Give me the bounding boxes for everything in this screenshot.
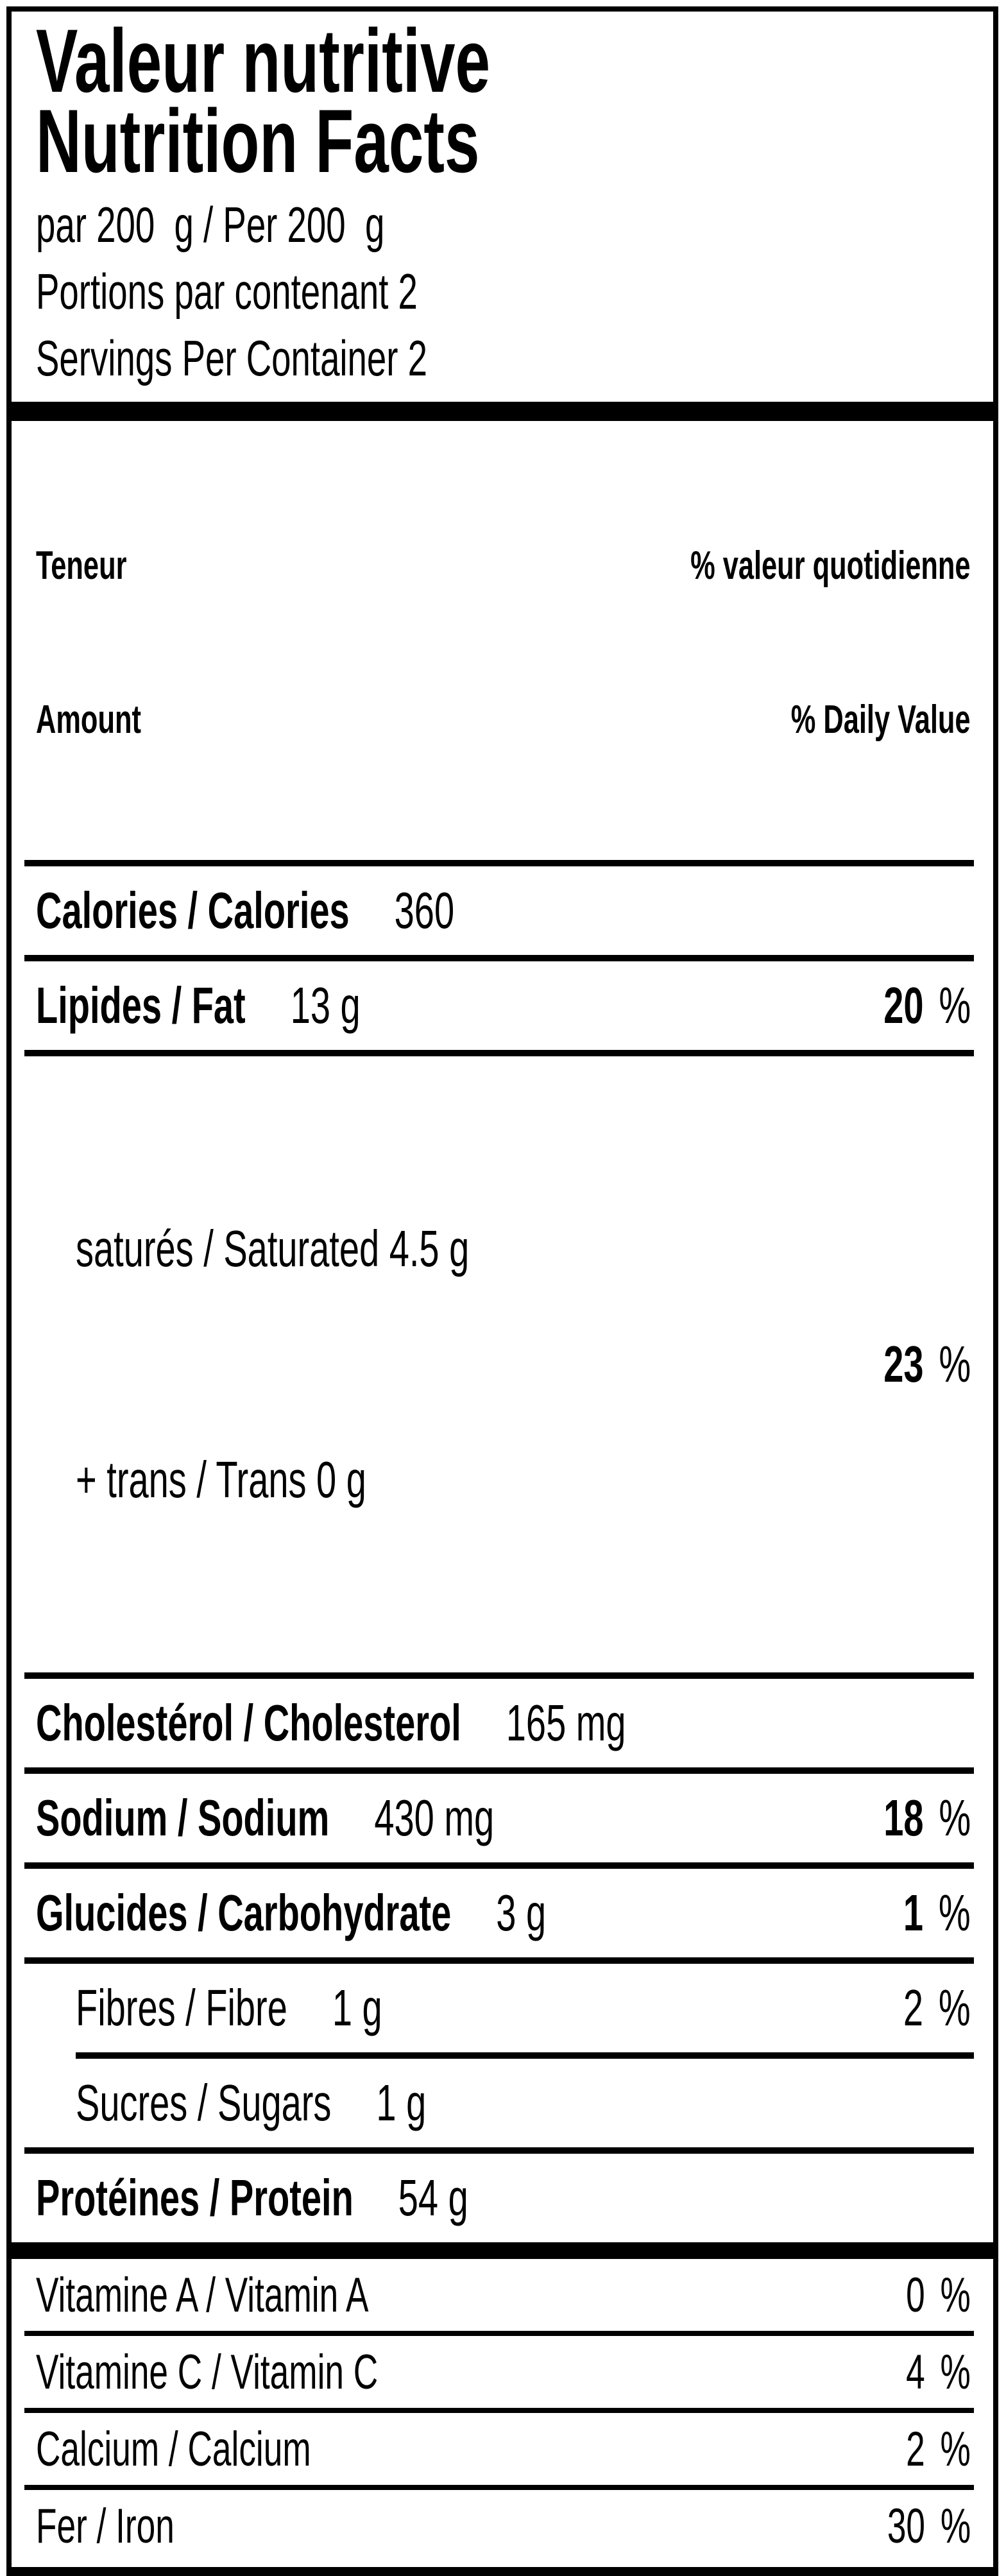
- protein-value: 54 g: [398, 2169, 468, 2226]
- calories-value: 360: [394, 882, 455, 939]
- row-sodium: Sodium / Sodium 430 mg 18%: [12, 1774, 993, 1862]
- separator: [24, 1862, 974, 1869]
- row-protein: Protéines / Protein 54 g: [12, 2154, 993, 2242]
- vitamin-a-label: Vitamine A / Vitamin A: [36, 2267, 369, 2323]
- percent-sign: %: [940, 2498, 971, 2554]
- separator-indented: [76, 2052, 974, 2059]
- sodium-label: Sodium / Sodium: [36, 1789, 330, 1846]
- sodium-daily-value: 18%: [883, 1789, 971, 1846]
- separator: [24, 1957, 974, 1964]
- trans-line: + trans / Trans 0 g: [76, 1451, 366, 1508]
- separator: [24, 955, 974, 961]
- percent-sign: %: [939, 977, 971, 1034]
- fibre-daily-value: 2%: [903, 1979, 971, 2036]
- title-en: Nutrition Facts: [36, 90, 480, 191]
- separator: [24, 1767, 974, 1774]
- row-sugars: Sucres / Sugars 1 g: [12, 2059, 993, 2147]
- title-fr: Valeur nutritive: [36, 10, 491, 111]
- separator: [24, 2147, 974, 2154]
- carbohydrate-daily-value: 1%: [903, 1884, 971, 1941]
- separator-thin: [24, 2408, 974, 2413]
- vitamin-c-daily-value: 4%: [906, 2344, 971, 2400]
- calories-label: Calories / Calories: [36, 882, 350, 939]
- satfat-daily-value: 23%: [883, 1335, 971, 1393]
- fibre-value: 1 g: [332, 1979, 382, 2036]
- vitamin-c-label: Vitamine C / Vitamin C: [36, 2344, 379, 2400]
- mid-thick-bar: [12, 2242, 993, 2259]
- daily-value-header: % valeur quotidienne % Daily Value: [691, 438, 971, 848]
- calcium-daily-value: 2%: [906, 2421, 971, 2477]
- row-calories: Calories / Calories 360: [12, 866, 993, 955]
- row-fat: Lipides / Fat 13 g 20%: [12, 961, 993, 1050]
- fat-label: Lipides / Fat: [36, 977, 246, 1034]
- calcium-label: Calcium / Calcium: [36, 2421, 311, 2477]
- fat-value: 13 g: [290, 977, 361, 1034]
- cholesterol-label: Cholestérol / Cholesterol: [36, 1694, 461, 1751]
- iron-label: Fer / Iron: [36, 2498, 175, 2554]
- row-calcium: Calcium / Calcium 2%: [12, 2413, 993, 2485]
- iron-daily-value: 30%: [887, 2498, 971, 2554]
- label-titles: Valeur nutritive Nutrition Facts: [12, 10, 993, 191]
- amount-header-fr: Teneur: [36, 544, 127, 588]
- sodium-value: 430 mg: [374, 1789, 495, 1846]
- separator: [24, 1050, 974, 1056]
- nutrition-label: Valeur nutritive Nutrition Facts par 200…: [6, 6, 998, 2576]
- vitamin-a-daily-value: 0%: [906, 2267, 971, 2323]
- sugars-label: Sucres / Sugars: [76, 2074, 332, 2131]
- amount-header-en: Amount: [36, 698, 141, 742]
- row-carbohydrate: Glucides / Carbohydrate 3 g 1%: [12, 1869, 993, 1957]
- daily-value-header-en: % Daily Value: [791, 698, 971, 742]
- servings-per-container-en: Servings Per Container 2: [36, 330, 428, 386]
- fibre-label: Fibres / Fibre: [76, 1979, 287, 2036]
- carbohydrate-label: Glucides / Carbohydrate: [36, 1884, 452, 1941]
- row-fibre: Fibres / Fibre 1 g 2%: [12, 1964, 993, 2052]
- header-row: Teneur Amount % valeur quotidienne % Dai…: [12, 421, 993, 860]
- serving-size-line: par 200 g / Per 200 g: [36, 196, 385, 253]
- row-iron: Fer / Iron 30%: [12, 2490, 993, 2562]
- percent-sign: %: [940, 2267, 971, 2323]
- row-vitamin-c: Vitamine C / Vitamin C 4%: [12, 2336, 993, 2408]
- row-saturated-trans: saturés / Saturated 4.5 g + trans / Tran…: [12, 1056, 993, 1672]
- daily-value-header-fr: % valeur quotidienne: [690, 544, 971, 588]
- saturated-line: saturés / Saturated 4.5 g: [76, 1220, 470, 1277]
- percent-sign: %: [939, 1789, 971, 1846]
- servings-per-container-fr: Portions par contenant 2: [36, 263, 418, 320]
- amount-header: Teneur Amount: [36, 438, 141, 848]
- separator: [24, 1672, 974, 1679]
- row-vitamin-a: Vitamine A / Vitamin A 0%: [12, 2259, 993, 2331]
- separator-thin: [24, 2331, 974, 2336]
- percent-sign: %: [939, 1884, 971, 1941]
- percent-sign: %: [940, 2421, 971, 2477]
- top-thick-bar: [12, 402, 993, 421]
- percent-sign: %: [940, 2344, 971, 2400]
- separator-thin: [24, 2485, 974, 2490]
- separator: [24, 860, 974, 866]
- fat-daily-value: 20%: [883, 977, 971, 1034]
- protein-label: Protéines / Protein: [36, 2169, 354, 2226]
- percent-sign: %: [939, 1979, 971, 2036]
- percent-sign: %: [939, 1335, 971, 1393]
- carbohydrate-value: 3 g: [496, 1884, 547, 1941]
- row-cholesterol: Cholestérol / Cholesterol 165 mg: [12, 1679, 993, 1767]
- cholesterol-value: 165 mg: [506, 1694, 626, 1751]
- sugars-value: 1 g: [376, 2074, 427, 2131]
